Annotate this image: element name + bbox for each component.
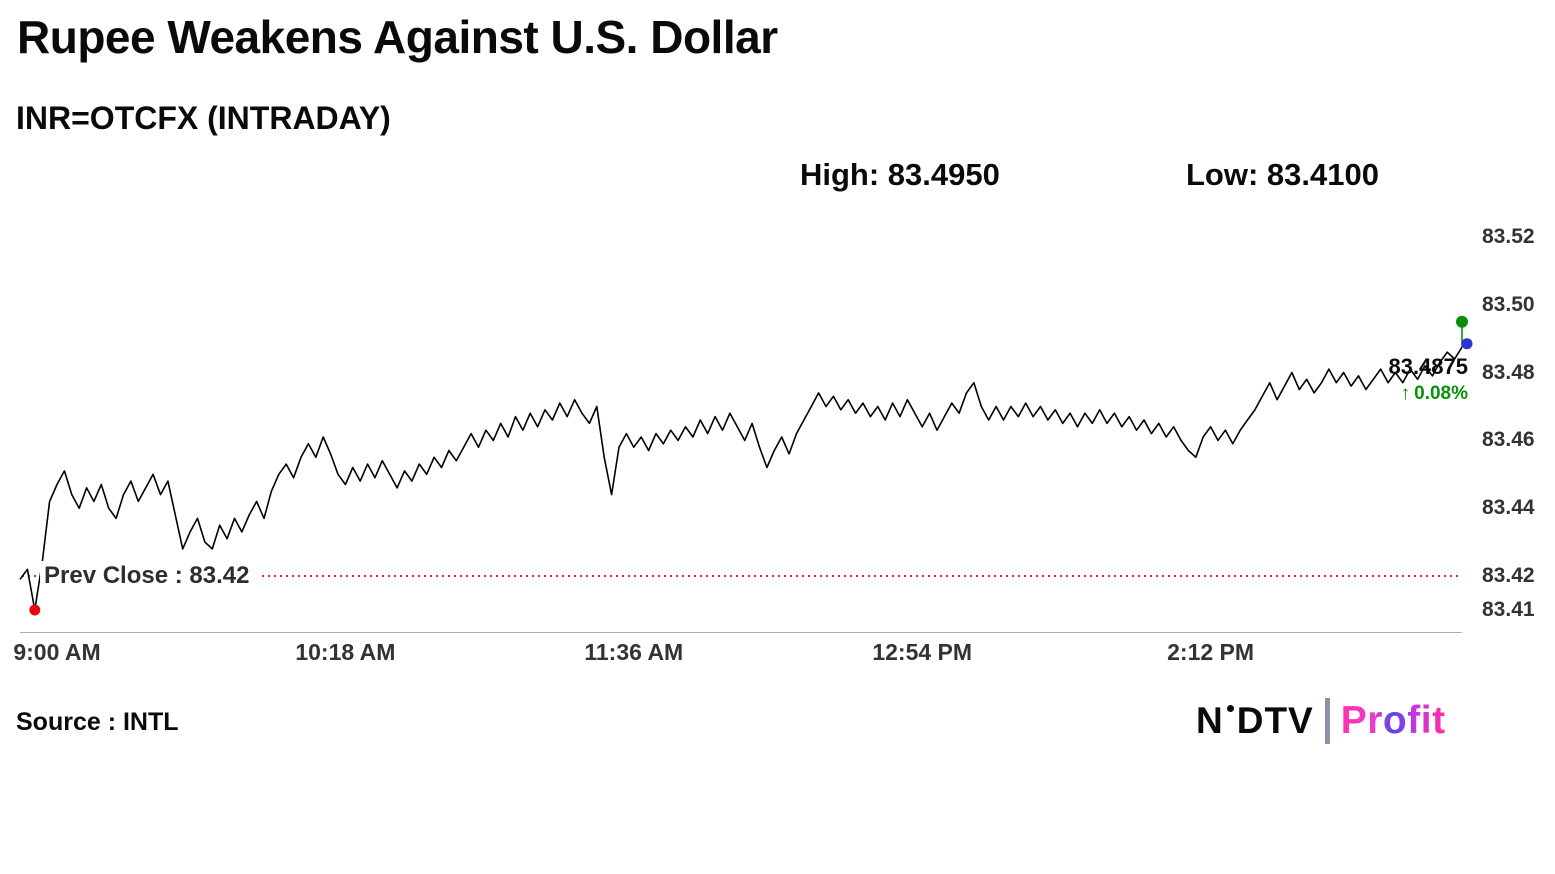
- high-marker-dot: [1456, 315, 1468, 328]
- intraday-price-chart: Prev Close : 83.42 83.4875 ↑ 0.08% 9:00 A…: [13, 225, 1473, 665]
- ndtv-logo-dot-icon: [1226, 705, 1234, 712]
- y-axis-tick-label: 83.48: [1482, 360, 1535, 384]
- x-axis-tick-label: 11:36 AM: [584, 639, 684, 665]
- instrument-subtitle: INR=OTCFX (INTRADAY): [16, 100, 391, 136]
- ndtv-letters-dtv: DTV: [1236, 700, 1314, 741]
- x-axis-tick-label: 2:12 PM: [1167, 639, 1255, 665]
- source-note: Source : INTL: [16, 708, 179, 736]
- y-axis-tick-label: 83.50: [1482, 292, 1535, 316]
- last-marker-dot: [1461, 338, 1473, 350]
- price-line-plot: [19, 315, 1473, 616]
- session-low-value: Low: 83.4100: [1186, 157, 1379, 192]
- logo-separator: [1324, 698, 1330, 744]
- y-axis-tick-label: 83.52: [1482, 224, 1535, 248]
- page-title: Rupee Weakens Against U.S. Dollar: [17, 11, 778, 63]
- profit-wordmark: Profit: [1340, 699, 1446, 742]
- ndtv-profit-logo: N DTV Profit: [1196, 698, 1446, 744]
- last-price-change: ↑ 0.08%: [1388, 383, 1468, 405]
- ndtv-letter-n: N: [1196, 700, 1224, 741]
- change-percent: 0.08%: [1414, 383, 1468, 405]
- prev-close-label: Prev Close : 83.42: [40, 561, 260, 592]
- last-price-annotation: 83.4875 ↑ 0.08%: [1388, 354, 1468, 405]
- y-axis: 83.52 83.50 83.48 83.46 83.44 83.42 83.41: [1482, 225, 1555, 632]
- price-polyline: [19, 346, 1463, 611]
- y-axis-tick-label: 83.46: [1482, 428, 1535, 452]
- last-price-value: 83.4875: [1388, 354, 1468, 380]
- y-axis-tick-label: 83.44: [1482, 496, 1535, 520]
- session-high-value: High: 83.4950: [800, 157, 1000, 192]
- low-marker-dot: [29, 604, 41, 616]
- x-axis-tick-label: 9:00 AM: [13, 639, 101, 665]
- y-axis-tick-label: 83.42: [1482, 564, 1535, 587]
- ndtv-wordmark: N DTV: [1196, 700, 1314, 742]
- up-arrow-icon: ↑: [1400, 383, 1411, 405]
- x-axis-tick-label: 10:18 AM: [295, 639, 396, 665]
- y-axis-tick-label: 83.41: [1482, 598, 1535, 621]
- x-axis-tick-label: 12:54 PM: [872, 639, 973, 665]
